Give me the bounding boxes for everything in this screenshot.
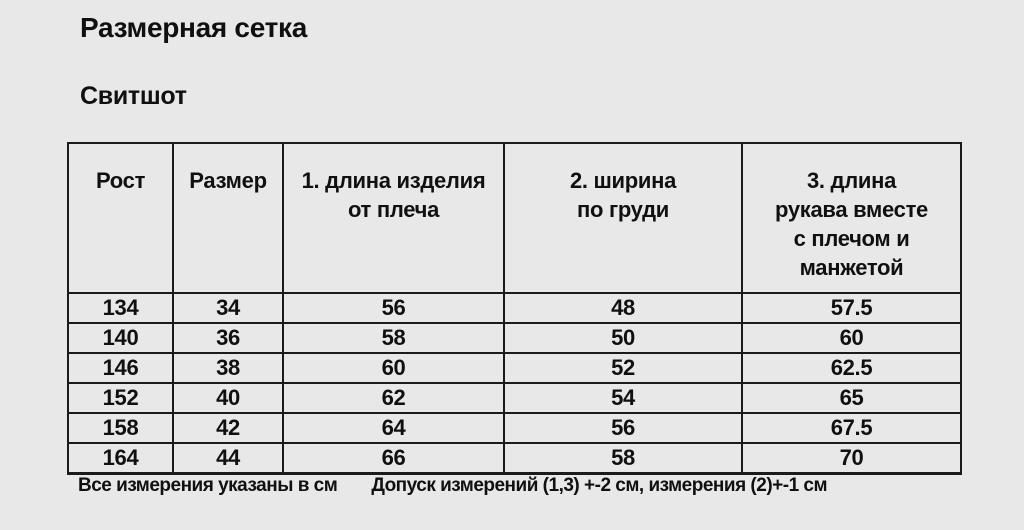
cell-size: 38 bbox=[172, 352, 284, 384]
cell-size: 36 bbox=[172, 322, 284, 354]
cell-size: 34 bbox=[172, 292, 284, 324]
cell-length-from-shoulder: 58 bbox=[282, 322, 505, 354]
measurement-note: Все измерения указаны в см Допуск измере… bbox=[78, 475, 968, 497]
cell-sleeve-length: 62.5 bbox=[741, 352, 962, 384]
cell-length-from-shoulder: 62 bbox=[282, 382, 505, 414]
cell-height: 134 bbox=[67, 292, 174, 324]
table-row: 164 44 66 58 70 bbox=[67, 442, 962, 475]
column-header-height: Рост bbox=[67, 142, 174, 294]
product-name-subtitle: Свитшот bbox=[80, 82, 187, 110]
column-header-size: Размер bbox=[172, 142, 284, 294]
page-title: Размерная сетка bbox=[80, 12, 308, 43]
cell-chest-width: 52 bbox=[503, 352, 743, 384]
cell-sleeve-length: 60 bbox=[741, 322, 962, 354]
cell-sleeve-length: 67.5 bbox=[741, 412, 962, 444]
cell-sleeve-length: 65 bbox=[741, 382, 962, 414]
cell-chest-width: 50 bbox=[503, 322, 743, 354]
cell-chest-width: 54 bbox=[503, 382, 743, 414]
cell-height: 158 bbox=[67, 412, 174, 444]
cell-height: 140 bbox=[67, 322, 174, 354]
column-header-length-from-shoulder: 1. длина изделия от плеча bbox=[282, 142, 505, 294]
cell-length-from-shoulder: 66 bbox=[282, 442, 505, 475]
table-header-row: Рост Размер 1. длина изделия от плеча 2. ши… bbox=[67, 142, 962, 294]
cell-size: 42 bbox=[172, 412, 284, 444]
cell-length-from-shoulder: 56 bbox=[282, 292, 505, 324]
column-header-chest-width: 2. ширина по груди bbox=[503, 142, 743, 294]
cell-chest-width: 56 bbox=[503, 412, 743, 444]
cell-height: 164 bbox=[67, 442, 174, 475]
cell-sleeve-length: 70 bbox=[741, 442, 962, 475]
cell-size: 40 bbox=[172, 382, 284, 414]
table-row: 146 38 60 52 62.5 bbox=[67, 352, 962, 384]
size-chart-table: Рост Размер 1. длина изделия от плеча 2. ши… bbox=[67, 142, 962, 475]
table-row: 140 36 58 50 60 bbox=[67, 322, 962, 354]
cell-chest-width: 48 bbox=[503, 292, 743, 324]
table-header: Рост Размер 1. длина изделия от плеча 2. ши… bbox=[67, 142, 962, 294]
cell-chest-width: 58 bbox=[503, 442, 743, 475]
table-row: 152 40 62 54 65 bbox=[67, 382, 962, 414]
cell-length-from-shoulder: 64 bbox=[282, 412, 505, 444]
table-body: 134 34 56 48 57.5 140 36 58 50 60 146 38 60 52 62.5 152… bbox=[67, 292, 962, 475]
cell-sleeve-length: 57.5 bbox=[741, 292, 962, 324]
table-row: 134 34 56 48 57.5 bbox=[67, 292, 962, 324]
cell-size: 44 bbox=[172, 442, 284, 475]
column-header-sleeve-length: 3. длина рукава вместе с плечом и манжет… bbox=[741, 142, 962, 294]
cell-height: 152 bbox=[67, 382, 174, 414]
cell-height: 146 bbox=[67, 352, 174, 384]
table-row: 158 42 64 56 67.5 bbox=[67, 412, 962, 444]
note-units-text: Все измерения указаны в см bbox=[78, 475, 338, 496]
note-tolerance-text: Допуск измерений (1,3) +-2 см, измерения… bbox=[371, 475, 828, 496]
cell-length-from-shoulder: 60 bbox=[282, 352, 505, 384]
